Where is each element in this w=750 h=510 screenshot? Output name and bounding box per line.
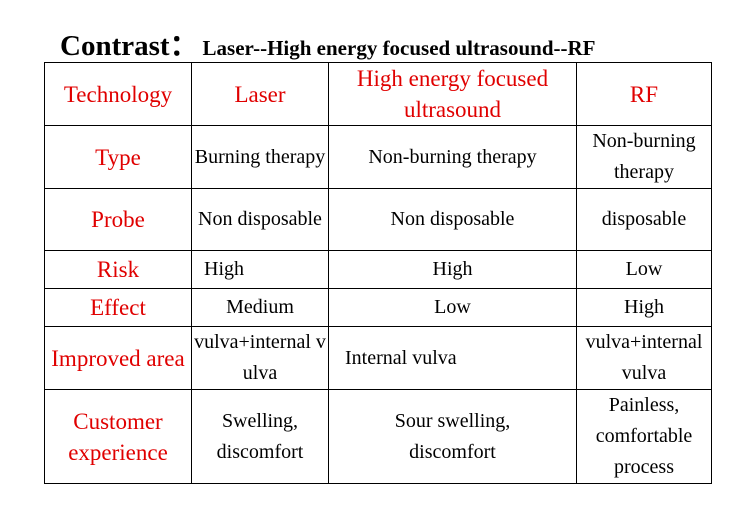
cell-type-hifu: Non-burning therapy xyxy=(328,125,577,189)
table-row: Type Burning therapy Non-burning therapy… xyxy=(44,125,712,189)
cell-probe-laser: Non disposable xyxy=(191,188,329,251)
header-laser: Laser xyxy=(191,62,329,126)
table-row: Improved area vulva+internal vulva Inter… xyxy=(44,326,712,390)
table-row: Probe Non disposable Non disposable disp… xyxy=(44,188,712,251)
cell-risk-hifu: High xyxy=(328,250,577,289)
cell-type-laser: Burning therapy xyxy=(191,125,329,189)
cell-area-laser: vulva+internal vulva xyxy=(191,326,329,390)
cell-experience-hifu: Sour swelling, discomfort xyxy=(328,389,577,484)
cell-effect-rf: High xyxy=(576,288,712,327)
cell-type-rf: Non-burning therapy xyxy=(576,125,712,189)
row-label-risk: Risk xyxy=(44,250,192,289)
row-label-customer-experience: Customer experience xyxy=(44,389,192,484)
header-technology: Technology xyxy=(44,62,192,126)
cell-effect-hifu: Low xyxy=(328,288,577,327)
cell-area-rf: vulva+internal vulva xyxy=(576,326,712,390)
page-title: Contrast： Laser--High energy focused ult… xyxy=(60,22,740,62)
table-header-row: Technology Laser High energy focused ult… xyxy=(44,62,712,126)
cell-effect-laser: Medium xyxy=(191,288,329,327)
header-hifu: High energy focused ultrasound xyxy=(328,62,577,126)
cell-experience-rf: Painless, comfortable process xyxy=(576,389,712,484)
table-row: Risk High High Low xyxy=(44,250,712,289)
cell-probe-hifu: Non disposable xyxy=(328,188,577,251)
cell-risk-rf: Low xyxy=(576,250,712,289)
comparison-table: Technology Laser High energy focused ult… xyxy=(44,62,712,484)
row-label-improved-area: Improved area xyxy=(44,326,192,390)
title-sub: Laser--High energy focused ultrasound--R… xyxy=(202,36,596,60)
cell-probe-rf: disposable xyxy=(576,188,712,251)
header-rf: RF xyxy=(576,62,712,126)
table-row: Customer experience Swelling, discomfort… xyxy=(44,389,712,484)
cell-area-hifu: Internal vulva xyxy=(328,326,577,390)
title-main: Contrast： xyxy=(60,30,199,62)
row-label-effect: Effect xyxy=(44,288,192,327)
row-label-probe: Probe xyxy=(44,188,192,251)
row-label-type: Type xyxy=(44,125,192,189)
table-row: Effect Medium Low High xyxy=(44,288,712,327)
cell-experience-laser: Swelling, discomfort xyxy=(191,389,329,484)
cell-risk-laser: High xyxy=(191,250,329,289)
